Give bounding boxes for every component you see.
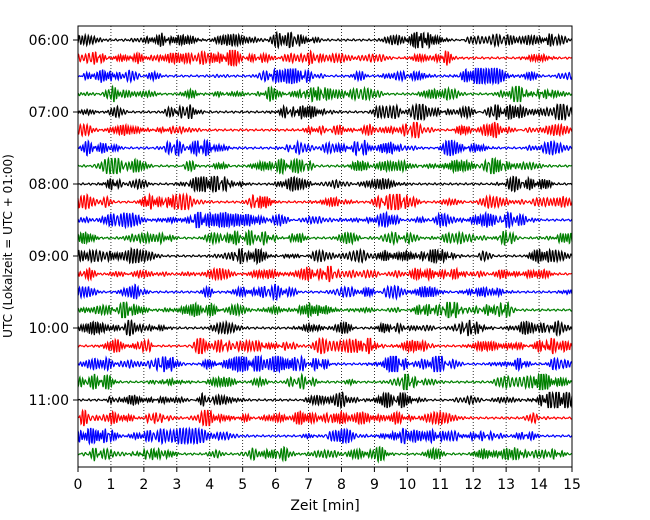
x-axis-label: Zeit [min]: [290, 498, 359, 514]
trace-0800: [77, 175, 573, 194]
plot-frame: [77, 25, 573, 468]
x-tick-label: 4: [205, 477, 214, 493]
trace-1015: [77, 336, 573, 355]
x-tick-label: 12: [464, 477, 482, 493]
trace-0830: [77, 210, 573, 230]
x-tick-label: 11: [431, 477, 449, 493]
trace-1145: [77, 445, 573, 464]
y-tick-label: 09:00: [29, 249, 69, 265]
x-tick-label: 0: [74, 477, 83, 493]
x-tick-label: 7: [304, 477, 313, 493]
trace-0745: [77, 156, 573, 176]
trace-0645: [77, 84, 573, 103]
trace-1030: [77, 354, 573, 374]
x-axis-ticks: 0 1 2 3 4 5 6 7 8 9 10 11 12 13 14 15: [74, 467, 581, 493]
trace-0945: [77, 301, 573, 319]
y-tick-label: 08:00: [29, 177, 69, 193]
x-tick-label: 5: [238, 477, 247, 493]
trace-0915: [77, 265, 573, 283]
trace-1045: [77, 372, 573, 391]
y-axis-ticks: 06:00 07:00 08:00 09:00 10:00 11:00: [29, 33, 78, 409]
trace-1000: [77, 319, 573, 337]
seismogram-traces: [77, 30, 573, 464]
x-tick-label: 9: [370, 477, 379, 493]
trace-0600: [77, 30, 573, 50]
trace-0730: [77, 138, 573, 158]
y-axis-label: UTC (Lokalzeit = UTC + 01:00): [1, 154, 15, 338]
trace-0815: [77, 192, 573, 211]
trace-0630: [77, 67, 573, 86]
trace-1115: [77, 408, 573, 427]
x-tick-label: 2: [139, 477, 148, 493]
x-tick-label: 10: [398, 477, 416, 493]
trace-0845: [77, 229, 573, 247]
trace-0700: [77, 102, 573, 122]
trace-0615: [77, 49, 573, 68]
trace-0900: [77, 246, 573, 266]
trace-0930: [77, 283, 573, 302]
trace-0715: [77, 121, 573, 139]
y-tick-label: 06:00: [29, 33, 69, 49]
y-tick-label: 11:00: [29, 393, 69, 409]
x-tick-label: 1: [106, 477, 115, 493]
x-tick-label: 14: [530, 477, 548, 493]
x-tick-label: 6: [271, 477, 280, 493]
x-tick-label: 15: [563, 477, 581, 493]
y-tick-label: 10:00: [29, 321, 69, 337]
x-tick-label: 3: [172, 477, 181, 493]
x-tick-label: 13: [497, 477, 515, 493]
trace-1130: [77, 426, 573, 446]
trace-1100: [77, 390, 573, 410]
x-tick-label: 8: [337, 477, 346, 493]
y-tick-label: 07:00: [29, 105, 69, 121]
